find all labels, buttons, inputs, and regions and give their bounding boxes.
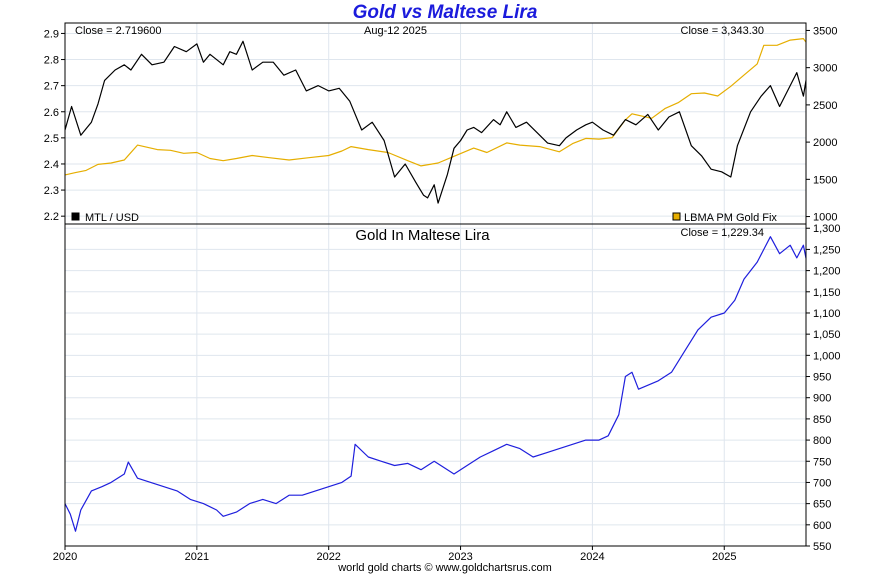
y-right-tick-label: 2500 <box>813 100 837 112</box>
legend-label-gold-fix: LBMA PM Gold Fix <box>684 212 777 224</box>
y-right-tick-label: 3000 <box>813 63 837 75</box>
x-tick-label: 2021 <box>185 551 209 563</box>
legend-swatch-gold-fix <box>672 212 681 221</box>
x-tick-label: 2023 <box>448 551 472 563</box>
y-right-tick-label: 2000 <box>813 137 837 149</box>
y-right-tick-label: 600 <box>813 520 831 532</box>
y-right-tick-label: 1000 <box>813 212 837 224</box>
y-left-tick-label: 2.3 <box>44 185 59 197</box>
close-right-label: Close = 3,343.30 <box>681 25 764 37</box>
legend-label-mtl-usd: MTL / USD <box>85 212 139 224</box>
y-right-tick-label: 850 <box>813 414 831 426</box>
bottom-close-label: Close = 1,229.34 <box>681 227 764 239</box>
y-right-tick-label: 1,000 <box>813 350 841 362</box>
y-right-tick-label: 1,050 <box>813 329 841 341</box>
y-left-tick-label: 2.7 <box>44 81 59 93</box>
y-right-tick-label: 1500 <box>813 174 837 186</box>
y-left-tick-label: 2.2 <box>44 211 59 223</box>
y-left-tick-label: 2.9 <box>44 28 59 40</box>
x-tick-label: 2024 <box>580 551 604 563</box>
top-panel-frame <box>64 22 807 225</box>
date-label: Aug-12 2025 <box>364 25 427 37</box>
series-line-gold-in-mtl <box>64 236 807 532</box>
legend-swatch-mtl-usd <box>71 212 80 221</box>
series-line-mtl-usd <box>64 40 807 204</box>
x-tick-label: 2025 <box>712 551 736 563</box>
y-right-tick-label: 1,150 <box>813 287 841 299</box>
y-right-tick-label: 700 <box>813 477 831 489</box>
y-right-tick-label: 750 <box>813 456 831 468</box>
y-right-tick-label: 1,250 <box>813 244 841 256</box>
chart-title: Gold vs Maltese Lira <box>352 2 538 23</box>
y-right-tick-label: 550 <box>813 541 831 553</box>
x-tick-label: 2022 <box>316 551 340 563</box>
series-line-gold-fix <box>64 38 807 176</box>
y-right-tick-label: 900 <box>813 393 831 405</box>
y-right-tick-label: 950 <box>813 372 831 384</box>
y-right-tick-label: 1,300 <box>813 223 841 235</box>
x-tick-label: 2020 <box>53 551 77 563</box>
y-left-tick-label: 2.6 <box>44 107 59 119</box>
y-right-tick-label: 3500 <box>813 25 837 37</box>
y-right-tick-label: 1,100 <box>813 308 841 320</box>
footer-credit: world gold charts © www.goldchartsrus.co… <box>338 562 552 574</box>
y-right-tick-label: 1,200 <box>813 266 841 278</box>
y-left-tick-label: 2.5 <box>44 133 59 145</box>
close-left-label: Close = 2.719600 <box>75 25 162 37</box>
y-right-tick-label: 650 <box>813 499 831 511</box>
y-left-tick-label: 2.8 <box>44 55 59 67</box>
bottom-panel-frame <box>64 223 807 547</box>
y-left-tick-label: 2.4 <box>44 159 59 171</box>
bottom-panel-title: Gold In Maltese Lira <box>355 227 490 244</box>
y-right-tick-label: 800 <box>813 435 831 447</box>
